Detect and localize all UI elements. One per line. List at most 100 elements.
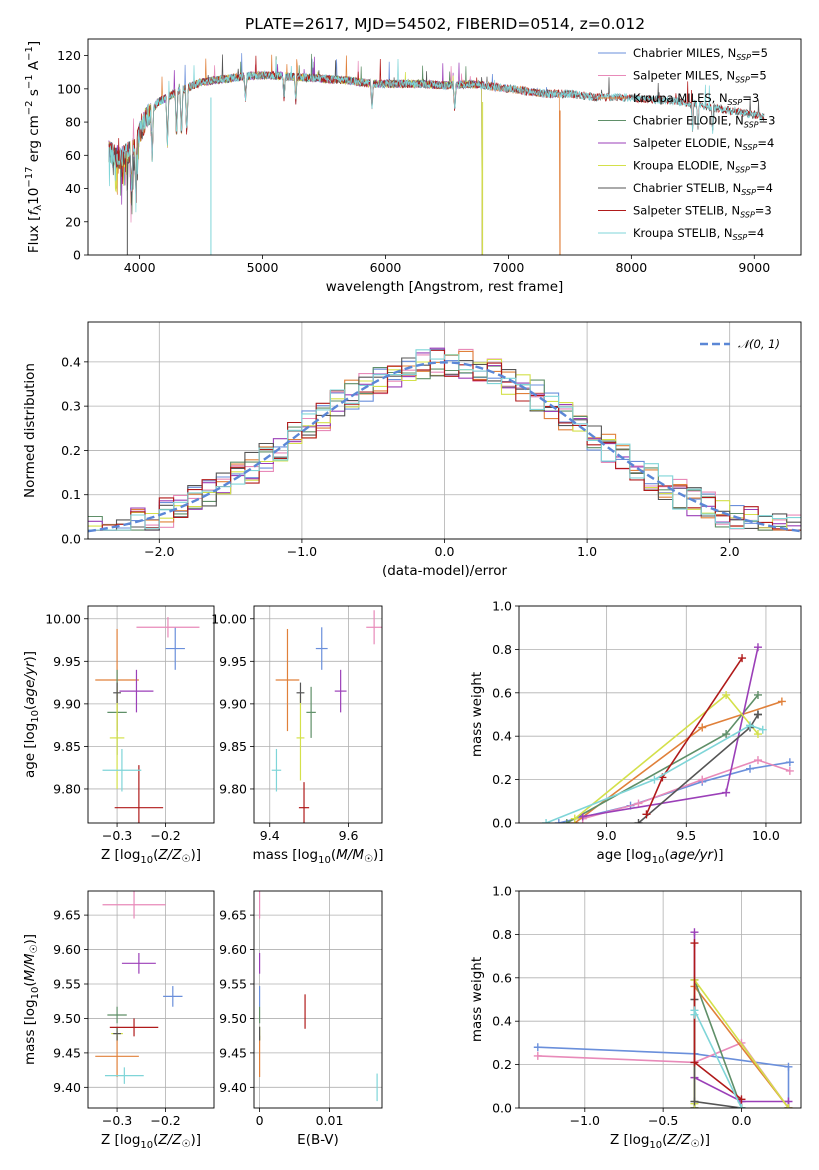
weight_vs_Z-plot-area [533, 928, 793, 1108]
label-part: =4 [756, 181, 773, 195]
mass_vs_Z-point [104, 1067, 144, 1084]
age_vs_mass-point [275, 628, 300, 732]
mass_vs_EBV-xlabel: E(B-V) [297, 1132, 339, 1148]
age_vs_mass-panel: 9.4 9.6 9.80 9.85 9.90 9.95 10.00 mass [log10(M… [211, 605, 384, 866]
label-part: −1 [24, 74, 35, 89]
legend-label: Chabrier ELODIE, NSSP=3 [633, 114, 775, 130]
spectrum-plot-area [108, 53, 765, 255]
legend-label: Salpeter MILES, NSSP=5 [633, 69, 767, 85]
mass_vs_Z-plot-area [95, 891, 183, 1084]
residuals-ytick-label: 0.0 [61, 532, 81, 547]
mass_vs_EBV-ytick-label: 9.55 [219, 977, 247, 992]
age_vs_Z-panel: −0.3 −0.2 9.80 9.85 9.90 9.95 10.00 Z [log10(Z/… [22, 605, 215, 866]
age_vs_mass-point [296, 682, 305, 704]
label-part: ( [22, 981, 38, 986]
label-part: −1 [24, 46, 35, 61]
mass_vs_Z-ytick-label: 9.45 [53, 1045, 81, 1060]
residuals-xlabel: (data-model)/error [382, 563, 508, 579]
weight_vs_age-series [570, 690, 762, 823]
age_vs_mass-point [334, 669, 347, 713]
label-part: 10 [30, 987, 41, 1000]
series-marker [690, 1097, 699, 1106]
label-part: Z/Z [157, 847, 182, 863]
series-marker [634, 819, 643, 823]
label-part: =3 [755, 204, 772, 218]
weight_vs_Z-xtick-label: 0.0 [732, 1113, 752, 1128]
mass_vs_EBV-plot-area [258, 891, 378, 1102]
series-marker [698, 723, 707, 732]
age_vs_mass-xlabel: mass [log10(M/M☉)] [252, 847, 383, 866]
series-marker [650, 775, 659, 784]
label-part: f [26, 209, 42, 216]
series-marker [554, 819, 563, 823]
mass_vs_EBV-ytick-label: 9.40 [219, 1080, 247, 1095]
label-part: SSP [743, 143, 758, 152]
age_vs_mass-xtick-label: 9.6 [339, 828, 359, 843]
series-marker [753, 690, 762, 699]
weight_vs_Z-xtick-label: −0.5 [648, 1113, 678, 1128]
weight_vs_age-frame [518, 605, 802, 824]
label-part: )] [22, 651, 38, 662]
residuals-ytick-label: 0.3 [61, 399, 81, 414]
histogram-series [88, 357, 801, 531]
figure-title: PLATE=2617, MJD=54502, FIBERID=0514, z=0… [245, 15, 645, 33]
residuals-ylabel: Normed distribution [22, 363, 38, 498]
label-part: SSP [741, 188, 756, 197]
weight_vs_age-ytick-label: 0.2 [492, 772, 512, 787]
label-part: 10 [318, 855, 331, 866]
label-part: Z/Z [666, 1132, 691, 1148]
residuals-frame [87, 321, 802, 540]
label-part: SSP [740, 211, 755, 220]
mass_vs_Z-point [163, 986, 183, 1007]
series-marker [737, 1095, 746, 1104]
label-part: SSP [735, 76, 750, 85]
series-marker [722, 730, 731, 739]
weight_vs_Z-series [690, 1006, 746, 1108]
label-part: ☉ [29, 945, 40, 954]
age_vs_mass-point [296, 695, 305, 781]
mass_vs_Z-point [102, 891, 166, 919]
weight_vs_Z-series [690, 939, 746, 1104]
weight_vs_age-xtick-label: 9.0 [597, 828, 617, 843]
spectrum-xtick-label: 4000 [124, 260, 156, 275]
label-part: ] [26, 41, 42, 46]
series-marker [542, 819, 551, 823]
mass_vs_Z-panel: −0.3 −0.2 9.40 9.45 9.50 9.55 9.60 9.65 Z [log10… [22, 890, 215, 1151]
series-marker [690, 1006, 699, 1015]
age_vs_Z-xtick-label: −0.3 [102, 828, 132, 843]
mass_vs_EBV-frame [253, 890, 383, 1109]
label-part: 10 [649, 1140, 662, 1151]
mass_vs_Z-ytick-label: 9.55 [53, 977, 81, 992]
label-part: =5 [751, 46, 768, 60]
mass_vs_Z-point [95, 1035, 139, 1077]
label-part: )] [22, 934, 38, 945]
age_vs_Z-frame [87, 605, 215, 824]
series-marker [753, 710, 762, 719]
series-marker [722, 690, 731, 699]
series-marker [634, 799, 643, 808]
series-marker [642, 810, 651, 819]
residuals-xtick-label: 1.0 [577, 544, 597, 559]
label-part: ☉ [181, 854, 190, 865]
age_vs_Z-xlabel: Z [log10(Z/Z☉)] [101, 847, 201, 866]
weight_vs_Z-frame [518, 890, 802, 1109]
age_vs_Z-ytick-label: 9.95 [53, 654, 81, 669]
series-marker [570, 814, 579, 823]
label-part: 10 [30, 710, 41, 723]
age_vs_mass-frame [253, 605, 383, 824]
spectrum-ytick-label: 80 [65, 115, 81, 130]
series-marker [690, 1058, 699, 1067]
age_vs_mass-ytick-label: 9.90 [219, 696, 247, 711]
series-marker [758, 725, 767, 734]
label-part: 10 [140, 855, 153, 866]
series-marker [533, 1043, 542, 1052]
normal-reference-curve [88, 361, 801, 533]
label-part: =4 [757, 136, 774, 150]
label-part: ( [153, 847, 158, 863]
mass_vs_Z-xtick-label: −0.2 [150, 1113, 180, 1128]
chart-root: 4000 5000 6000 7000 8000 9000020406080100120w… [22, 38, 802, 1151]
weight_vs_age-xlabel: age [log10(age/yr)] [596, 847, 723, 866]
residuals-plot-area [88, 347, 801, 533]
spectrum-ytick-label: 40 [65, 181, 81, 196]
weight_vs_Z-ytick-label: 0.0 [492, 1101, 512, 1116]
